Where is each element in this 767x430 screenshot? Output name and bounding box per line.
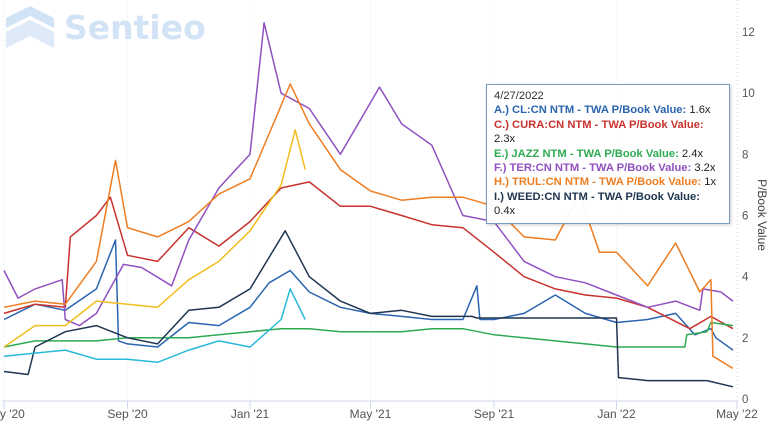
legend-series-value: 1x xyxy=(701,176,717,189)
x-tick-label: May '22 xyxy=(716,407,758,421)
sentieo-logo: Sentieo xyxy=(4,4,206,50)
x-tick-label: Sep '21 xyxy=(474,407,515,421)
series-lines xyxy=(3,22,734,388)
logo-text: Sentieo xyxy=(64,7,206,47)
legend-series-name: H.) TRUL:CN NTM - TWA P/Book Value: xyxy=(494,176,702,189)
legend-item: F.) TER:CN NTM - TWA P/Book Value: 3.2x xyxy=(494,161,722,175)
series-line-6 xyxy=(3,129,306,348)
legend-item: H.) TRUL:CN NTM - TWA P/Book Value: 1x xyxy=(494,175,722,189)
y-tick-label: 0 xyxy=(742,394,748,406)
legend-series-name: C.) CURA:CN NTM - TWA P/Book Value: xyxy=(494,118,704,131)
legend-tooltip: 4/27/2022 A.) CL:CN NTM - TWA P/Book Val… xyxy=(486,84,730,224)
series-line-0 xyxy=(3,239,734,351)
legend-series-value: 3.2x xyxy=(691,162,716,175)
logo-chevron-icon xyxy=(6,6,54,48)
legend-series-name: I.) WEED:CN NTM - TWA P/Book Value: xyxy=(494,190,700,203)
y-tick-label: 6 xyxy=(742,211,748,223)
y-tick-label: 12 xyxy=(742,27,755,39)
legend-series-name: E.) JAZZ NTM - TWA P/Book Value: xyxy=(494,147,679,160)
legend-series-name: F.) TER:CN NTM - TWA P/Book Value: xyxy=(494,162,692,175)
x-tick-label: Jan '22 xyxy=(597,407,636,421)
legend-item: C.) CURA:CN NTM - TWA P/Book Value: 2.3x xyxy=(494,118,722,147)
legend-item: A.) CL:CN NTM - TWA P/Book Value: 1.6x xyxy=(494,103,722,117)
legend-series-name: A.) CL:CN NTM - TWA P/Book Value: xyxy=(494,104,687,117)
axes: May '20 Sep '20 Jan '21 May '21 Sep '21 Jan '… xyxy=(0,27,758,421)
legend-item: I.) WEED:CN NTM - TWA P/Book Value: 0.4x xyxy=(494,190,722,219)
series-line-3 xyxy=(3,22,734,327)
y-tick-label: 2 xyxy=(742,333,748,345)
series-line-2 xyxy=(3,321,734,348)
x-tick-label: Sep '20 xyxy=(107,407,148,421)
y-tick-label: 10 xyxy=(742,88,755,100)
legend-series-value: 2.4x xyxy=(678,147,704,160)
x-tick-label: Jan '21 xyxy=(231,407,270,421)
series-line-5 xyxy=(3,230,734,388)
x-tick-label: May '21 xyxy=(350,407,392,421)
y-tick-label: 4 xyxy=(742,272,749,284)
series-line-7 xyxy=(3,288,306,364)
legend-series-value: 1.6x xyxy=(686,104,711,117)
y-axis-label: P/Book Value xyxy=(755,179,767,251)
x-tick-label: May '20 xyxy=(0,407,25,421)
series-line-1 xyxy=(3,181,734,330)
series-line-4 xyxy=(3,83,734,370)
legend-item: E.) JAZZ NTM - TWA P/Book Value: 2.4x xyxy=(494,147,722,161)
y-tick-label: 8 xyxy=(742,149,748,161)
legend-date: 4/27/2022 xyxy=(494,90,544,102)
legend-series-value: 2.3x xyxy=(494,133,516,146)
legend-series-value: 0.4x xyxy=(494,205,516,218)
